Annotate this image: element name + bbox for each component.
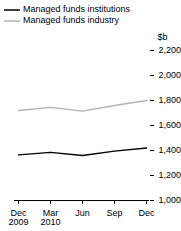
svg-text:1,400: 1,400 bbox=[159, 145, 181, 155]
svg-text:2,200: 2,200 bbox=[159, 45, 181, 55]
svg-text:1,800: 1,800 bbox=[159, 95, 181, 105]
svg-text:Jun: Jun bbox=[75, 208, 90, 218]
svg-text:1,200: 1,200 bbox=[159, 170, 181, 180]
svg-text:1,000: 1,000 bbox=[159, 195, 181, 205]
html-text:Managed funds institutions: Managed funds institutions bbox=[23, 4, 131, 14]
svg-text:$b: $b bbox=[157, 32, 167, 42]
svg-text:Dec2009: Dec2009 bbox=[8, 208, 28, 227]
svg-text:1,600: 1,600 bbox=[159, 120, 181, 130]
svg-text:Dec: Dec bbox=[138, 208, 155, 218]
svg-text:Mar2010: Mar2010 bbox=[40, 208, 60, 227]
svg-text:2,000: 2,000 bbox=[159, 70, 181, 80]
html-text:Managed funds industry: Managed funds industry bbox=[23, 15, 120, 25]
svg-text:Sep: Sep bbox=[106, 208, 122, 218]
